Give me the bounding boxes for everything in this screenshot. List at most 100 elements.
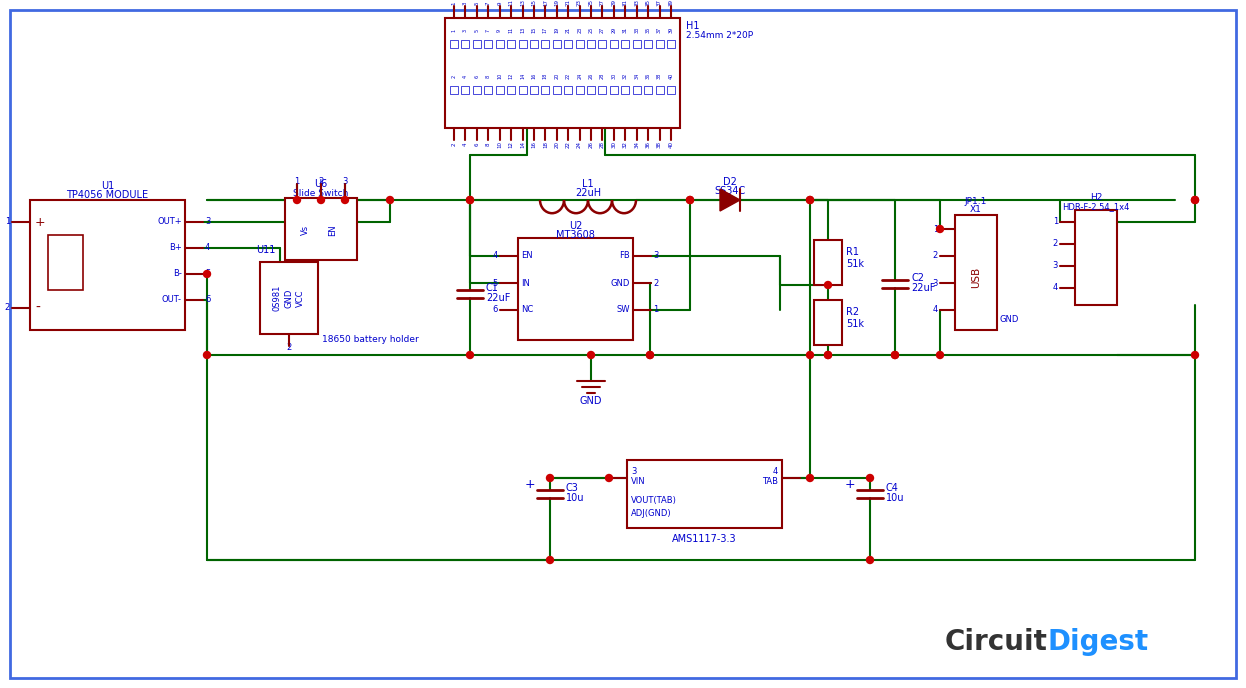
- Text: C2: C2: [911, 273, 925, 283]
- Text: 27: 27: [601, 27, 606, 33]
- Text: ADJ(GND): ADJ(GND): [630, 510, 672, 519]
- Bar: [609, 86, 618, 94]
- Text: 29: 29: [612, 27, 617, 33]
- Text: 6: 6: [475, 74, 480, 78]
- Text: 7: 7: [486, 28, 491, 32]
- Bar: [541, 86, 549, 94]
- Text: 36: 36: [645, 73, 650, 79]
- Text: 13: 13: [520, 0, 525, 6]
- Text: USB: USB: [971, 267, 981, 288]
- Bar: [814, 240, 842, 285]
- Text: 1: 1: [653, 305, 658, 314]
- Text: 34: 34: [634, 73, 639, 79]
- Text: 12: 12: [508, 73, 513, 79]
- Text: 32: 32: [623, 140, 628, 147]
- Text: 10u: 10u: [566, 493, 584, 503]
- Bar: [49, 235, 83, 290]
- Text: TAB: TAB: [763, 477, 778, 486]
- Bar: [518, 40, 527, 48]
- Text: 4: 4: [933, 305, 938, 314]
- Text: 34: 34: [634, 140, 639, 147]
- Text: 3: 3: [630, 468, 637, 477]
- Text: L1: L1: [582, 179, 594, 189]
- Text: 15: 15: [532, 27, 537, 33]
- Text: Circuit: Circuit: [946, 628, 1048, 656]
- Bar: [598, 86, 607, 94]
- Bar: [472, 86, 481, 94]
- Text: 3: 3: [206, 217, 211, 226]
- Text: 14: 14: [520, 73, 525, 79]
- Circle shape: [294, 197, 300, 204]
- Circle shape: [937, 226, 943, 233]
- Text: 6: 6: [492, 305, 498, 314]
- Circle shape: [806, 475, 814, 482]
- Text: IN: IN: [521, 279, 530, 288]
- Circle shape: [866, 475, 873, 482]
- Text: +: +: [845, 478, 855, 491]
- Text: 4: 4: [773, 468, 778, 477]
- Text: 3: 3: [343, 178, 348, 186]
- Text: 2: 2: [451, 142, 456, 146]
- Bar: [450, 40, 459, 48]
- Text: 19: 19: [554, 0, 559, 6]
- Text: H2: H2: [1090, 193, 1103, 202]
- Text: 23: 23: [577, 0, 582, 6]
- Text: JP1.1: JP1.1: [964, 197, 987, 206]
- Circle shape: [1191, 197, 1199, 204]
- Circle shape: [891, 352, 898, 358]
- Text: 36: 36: [645, 140, 650, 147]
- Text: 33: 33: [634, 27, 639, 33]
- Bar: [576, 86, 583, 94]
- Bar: [553, 86, 561, 94]
- Bar: [518, 238, 633, 340]
- Text: SW: SW: [617, 305, 630, 314]
- Text: 35: 35: [645, 0, 650, 6]
- Text: FB: FB: [619, 252, 630, 261]
- Text: GND: GND: [579, 396, 602, 406]
- Text: H1: H1: [687, 21, 699, 31]
- Text: 20: 20: [554, 140, 559, 147]
- Text: 0S981
GND
VCC: 0S981 GND VCC: [273, 285, 305, 311]
- Text: 18650 battery holder: 18650 battery holder: [321, 336, 419, 345]
- Text: HDR-F-2.54_1x4: HDR-F-2.54_1x4: [1063, 202, 1130, 211]
- Bar: [472, 40, 481, 48]
- Text: 3: 3: [653, 252, 658, 261]
- Bar: [553, 40, 561, 48]
- Text: MT3608: MT3608: [556, 230, 594, 240]
- Text: 12: 12: [508, 140, 513, 147]
- Text: 39: 39: [669, 0, 674, 6]
- Text: 38: 38: [657, 73, 662, 79]
- Circle shape: [203, 270, 211, 277]
- Text: U11: U11: [255, 245, 275, 255]
- Text: 39: 39: [669, 27, 674, 33]
- Circle shape: [937, 352, 943, 358]
- Bar: [461, 40, 470, 48]
- Text: R2: R2: [846, 307, 860, 317]
- Text: 20: 20: [554, 73, 559, 79]
- Text: 35: 35: [645, 27, 650, 33]
- Circle shape: [866, 557, 873, 563]
- Text: 10u: 10u: [886, 493, 905, 503]
- Text: 9: 9: [497, 1, 502, 5]
- Text: 1: 1: [451, 28, 456, 32]
- Circle shape: [647, 352, 653, 358]
- Text: 2: 2: [5, 303, 10, 312]
- Text: NC: NC: [521, 305, 533, 314]
- Text: 30: 30: [612, 140, 617, 147]
- Text: 7: 7: [486, 1, 491, 5]
- Text: 22: 22: [566, 73, 571, 79]
- Bar: [485, 40, 492, 48]
- Text: 22uH: 22uH: [574, 188, 601, 198]
- Text: 22uF: 22uF: [486, 293, 511, 303]
- Text: 40: 40: [669, 140, 674, 147]
- Text: EN: EN: [521, 252, 532, 261]
- Text: 4: 4: [464, 74, 468, 78]
- Text: +: +: [525, 478, 536, 491]
- Text: 2: 2: [319, 178, 324, 186]
- Text: 2: 2: [1053, 239, 1058, 248]
- Text: 1: 1: [5, 217, 10, 226]
- Circle shape: [466, 197, 473, 204]
- Text: GND: GND: [611, 279, 630, 288]
- Text: 6: 6: [206, 296, 211, 305]
- Circle shape: [687, 197, 694, 204]
